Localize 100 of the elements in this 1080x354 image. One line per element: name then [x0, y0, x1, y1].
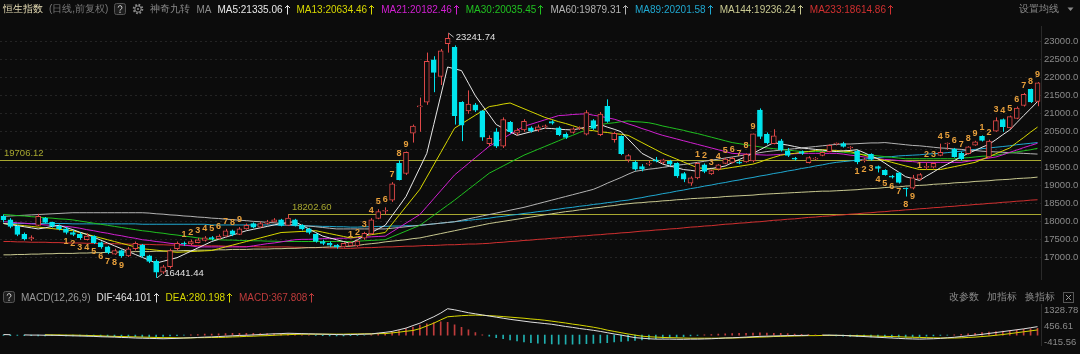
legend-label: MA89:20201.58	[635, 3, 706, 15]
text: 1	[694, 149, 700, 160]
text: 8	[743, 140, 749, 151]
text: 5	[722, 144, 728, 155]
text: 8	[1028, 75, 1034, 86]
annotation: 23241.74	[455, 30, 496, 42]
text: 4	[202, 223, 208, 234]
legend-label: MA21:20182.46	[381, 3, 452, 15]
text: 4	[715, 151, 721, 162]
text: 7	[105, 256, 111, 267]
text: 1	[347, 228, 353, 239]
text: 9	[403, 138, 409, 149]
text: 8	[112, 256, 118, 267]
y-tick-label: 23000.0	[1044, 35, 1079, 47]
text: 5	[91, 246, 97, 257]
y-tick-label: 22500.0	[1044, 53, 1079, 65]
text: 7	[223, 215, 229, 226]
y-tick-label: 456.61	[1044, 320, 1074, 332]
ref-line-label: 19706.12	[4, 147, 44, 159]
text: 2	[923, 149, 929, 160]
y-tick-label: 19500.0	[1044, 161, 1079, 173]
legend-label: DIF:464.101	[96, 291, 152, 303]
text: 3	[868, 162, 874, 173]
text: 4	[937, 130, 943, 141]
text: 5	[1007, 102, 1013, 113]
text: 7	[389, 169, 395, 180]
text: 设置均线	[1019, 2, 1059, 16]
text: 9	[118, 259, 124, 270]
text: 8	[965, 133, 971, 144]
text: 7	[958, 138, 964, 149]
text: 4	[84, 242, 90, 253]
text: 3	[708, 156, 714, 167]
text: 4	[368, 205, 374, 216]
text: 9	[910, 191, 916, 202]
legend-label: DEA:280.198	[165, 291, 226, 303]
legend-label: MA233:18614.86	[809, 3, 886, 15]
y-tick-label: 20500.0	[1044, 125, 1079, 137]
text: 7	[736, 147, 742, 158]
text: 换指标	[1025, 290, 1055, 304]
y-tick-label: 18000.0	[1044, 215, 1079, 227]
text: 2	[701, 150, 707, 161]
text: 6	[729, 143, 735, 154]
y-tick-label: 21000.0	[1044, 107, 1079, 119]
text: 加指标	[987, 290, 1017, 304]
text: 5	[882, 177, 888, 188]
text: 3	[930, 149, 936, 160]
text: 2	[70, 238, 76, 249]
text: 改参数	[949, 290, 979, 304]
text: 9	[750, 120, 756, 131]
text: 5	[209, 223, 215, 234]
text: 7	[1021, 79, 1027, 90]
text: 6	[1014, 93, 1020, 104]
legend-title: MA	[196, 3, 212, 15]
legend-label: MA13:20634.46	[296, 3, 368, 15]
text: 3	[77, 241, 83, 252]
y-tick-label: 19000.0	[1044, 179, 1079, 191]
text: 1	[181, 228, 187, 239]
text: 1	[63, 236, 69, 247]
text: 9	[236, 214, 242, 225]
text: 6	[382, 194, 388, 205]
y-tick-label: 18500.0	[1044, 197, 1079, 209]
text: 2	[188, 226, 194, 237]
text: 2	[861, 164, 867, 175]
y-tick-label: 17500.0	[1044, 233, 1079, 245]
text: 6	[216, 221, 222, 232]
legend-label: MACD:367.808	[239, 291, 308, 303]
text: 4	[1000, 105, 1006, 116]
y-tick-label: 20000.0	[1044, 143, 1079, 155]
chart-title: 恒生指数	[3, 2, 43, 16]
text: 8	[229, 216, 235, 227]
text: 6	[889, 180, 895, 191]
legend-label: MA5:21335.06	[217, 3, 283, 15]
text: 3	[993, 104, 999, 115]
text: 4	[875, 174, 881, 185]
text: 5	[375, 196, 381, 207]
y-tick-label: 17000.0	[1044, 251, 1079, 263]
y-tick-label: -415.56	[1044, 336, 1077, 348]
text: 3	[195, 224, 201, 235]
text: 8	[396, 147, 402, 158]
text: 3	[361, 218, 367, 229]
text: 2	[986, 126, 992, 137]
y-tick-label: 21500.0	[1044, 89, 1079, 101]
text: 9	[1035, 69, 1041, 80]
text: 1	[917, 160, 923, 171]
text: 6	[951, 134, 957, 145]
ref-line-label: 18202.60	[292, 201, 332, 213]
text: 2	[354, 226, 360, 237]
text: 5	[944, 129, 950, 140]
legend-label: MA60:19879.31	[550, 3, 622, 15]
text: 7	[896, 185, 902, 196]
chart-title: MACD(12,26,9)	[21, 291, 91, 303]
text: 8	[903, 198, 909, 209]
chart-subtitle: (日线,前复权)	[49, 2, 109, 16]
text: 1	[854, 166, 860, 177]
text: 1	[979, 122, 985, 133]
legend-label: MA144:19236.24	[719, 3, 796, 15]
text: 9	[972, 127, 978, 138]
legend-label: MA30:20035.45	[465, 3, 537, 15]
text: 神奇九转	[150, 2, 191, 16]
text: 6	[98, 250, 104, 261]
